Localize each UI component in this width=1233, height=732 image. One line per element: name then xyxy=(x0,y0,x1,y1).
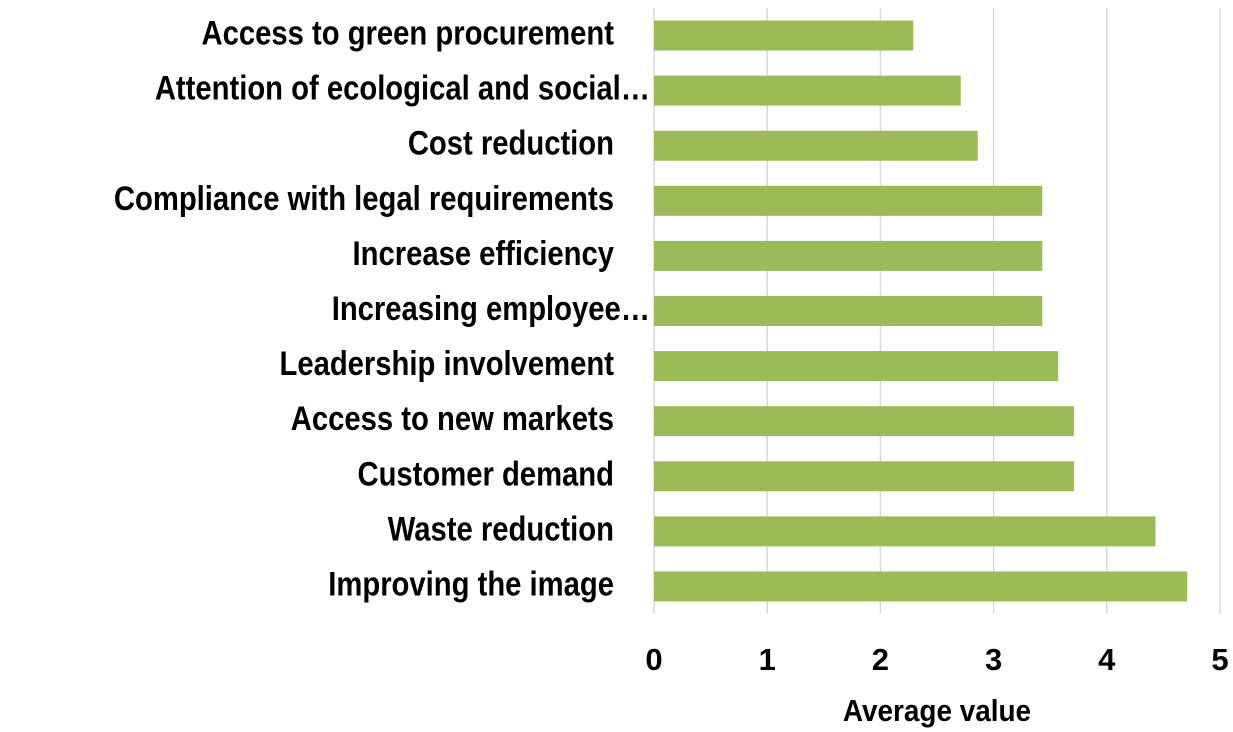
y-tick-label: Access to green procurement xyxy=(202,13,615,52)
y-tick-label: Compliance with legal requirements xyxy=(114,179,614,218)
bar xyxy=(654,20,914,51)
bar xyxy=(654,351,1059,382)
x-tick-label: 3 xyxy=(985,642,1002,677)
bar xyxy=(654,130,978,161)
x-tick-label: 4 xyxy=(1098,642,1116,677)
y-tick-label: Access to new markets xyxy=(291,399,614,438)
y-tick-label: Improving the image xyxy=(328,564,614,603)
bar xyxy=(654,406,1074,437)
y-tick-label: Increasing employee… xyxy=(332,289,650,328)
y-tick-label: Cost reduction xyxy=(408,124,614,163)
bar xyxy=(654,296,1043,326)
x-tick-label: 2 xyxy=(872,642,889,677)
y-tick-label: Leadership involvement xyxy=(279,344,614,383)
x-tick-label: 1 xyxy=(759,642,776,677)
bar xyxy=(654,75,961,106)
bar xyxy=(654,571,1188,602)
y-tick-label: Increase efficiency xyxy=(352,234,614,273)
y-tick-label: Attention of ecological and social… xyxy=(155,69,650,108)
y-tick-label: Waste reduction xyxy=(388,509,614,548)
x-tick-label: 0 xyxy=(645,642,662,677)
x-axis-title: Average value xyxy=(843,694,1031,729)
bar xyxy=(654,516,1156,547)
bar xyxy=(654,461,1074,492)
x-tick-label: 5 xyxy=(1211,642,1228,677)
y-tick-label: Customer demand xyxy=(357,454,614,493)
bar xyxy=(654,185,1043,216)
bar xyxy=(654,240,1043,271)
